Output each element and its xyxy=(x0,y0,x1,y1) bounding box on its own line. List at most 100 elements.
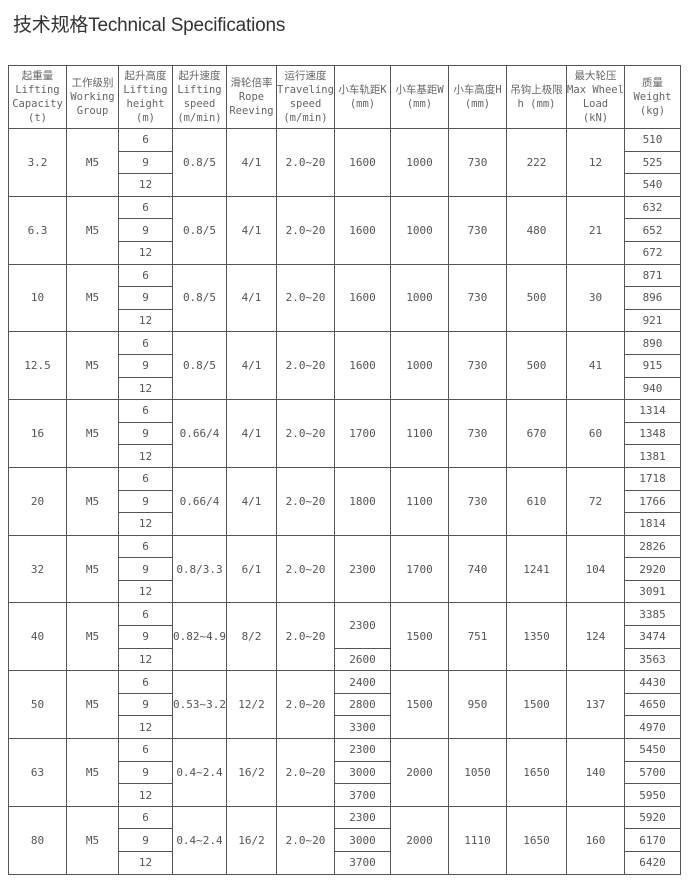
lifting-height-cell: 6 xyxy=(118,602,173,627)
column-header-line: (m/min) xyxy=(177,112,222,124)
trolley-gauge-k-cell: 2300 xyxy=(334,805,391,830)
column-header: 小车基距W (mm) xyxy=(390,65,449,129)
table-row: 12 1814 xyxy=(9,512,681,536)
max-wheel-load-cell: 124 xyxy=(566,602,625,672)
lifting-height-cell: 9 xyxy=(118,353,173,378)
trolley-gauge-k-cell: 2300 xyxy=(334,738,391,762)
rope-reeving-cell: 6/1 xyxy=(226,534,277,604)
trolley-wheelbase-w-cell: 1100 xyxy=(390,399,449,468)
weight-cell: 4970 xyxy=(624,715,681,740)
lifting-height-cell: 6 xyxy=(118,466,173,491)
column-header: 质量 Weight (kg) xyxy=(624,65,681,129)
hook-upper-limit-cell: 1241 xyxy=(506,534,567,604)
lifting-speed-cell: 0.8/5 xyxy=(172,128,227,197)
weight-cell: 3091 xyxy=(624,579,681,604)
column-header-line: 质量 xyxy=(642,77,663,89)
table-row: 40 M5 6 0.82~4.9 8/2 2.0~20 2300 1500 751 1350 124… xyxy=(8,602,681,672)
trolley-gauge-k-cell: 1600 xyxy=(334,128,391,197)
weight-cell: 3385 xyxy=(624,602,681,627)
trolley-wheelbase-w-cell: 1000 xyxy=(390,263,449,333)
weight-cell: 2920 xyxy=(624,557,681,581)
lifting-height-cell: 12 xyxy=(118,173,173,197)
lifting-capacity-cell: 32 xyxy=(8,534,67,604)
weight-cell: 1381 xyxy=(624,444,681,468)
weight-cell: 6170 xyxy=(624,828,681,852)
table-row: 12 3091 xyxy=(9,579,681,604)
hook-upper-limit-cell: 670 xyxy=(506,399,567,468)
lifting-height-cell: 6 xyxy=(118,195,173,220)
hook-upper-limit-cell: 500 xyxy=(506,331,567,401)
traveling-speed-cell: 2.0~20 xyxy=(276,534,335,604)
weight-cell: 4430 xyxy=(624,670,681,694)
weight-cell: 940 xyxy=(624,376,681,401)
table-row: 9 2800 4650 xyxy=(9,692,681,717)
column-header: 起重量 Lifting Capacity (t) xyxy=(8,65,67,129)
specifications-table: 起重量 Lifting Capacity (t) 工作级别 Working Group 起升高… xyxy=(8,65,681,875)
column-header-line: Rope xyxy=(238,91,265,103)
weight-cell: 3563 xyxy=(624,647,681,672)
page-title: 技术规格Technical Specifications xyxy=(13,15,286,36)
lifting-height-cell: 12 xyxy=(118,240,173,265)
max-wheel-load-cell: 137 xyxy=(566,670,625,740)
table-row: 12 3700 5950 xyxy=(9,783,681,807)
trolley-height-h-cell: 950 xyxy=(448,670,507,740)
column-header-line: (m) xyxy=(136,112,155,124)
trolley-wheelbase-w-cell: 1000 xyxy=(390,195,449,265)
column-header-line: Capacity xyxy=(12,98,63,110)
table-row: 12 940 xyxy=(9,376,681,401)
column-header-line: 工作级别 xyxy=(71,77,114,89)
rope-reeving-cell: 4/1 xyxy=(226,128,277,197)
lifting-capacity-cell: 3.2 xyxy=(8,128,67,197)
trolley-gauge-k-cell: 3700 xyxy=(334,851,391,875)
lifting-height-cell: 9 xyxy=(118,828,173,852)
weight-cell: 6420 xyxy=(624,851,681,875)
rope-reeving-cell: 4/1 xyxy=(226,399,277,468)
lifting-capacity-cell: 40 xyxy=(8,602,67,672)
lifting-height-cell: 9 xyxy=(118,625,173,649)
max-wheel-load-cell: 21 xyxy=(566,195,625,265)
trolley-gauge-k-cell: 2300 xyxy=(334,602,391,649)
lifting-capacity-cell: 6.3 xyxy=(8,195,67,265)
working-group-cell: M5 xyxy=(66,399,119,468)
weight-cell: 652 xyxy=(624,218,681,242)
column-header: 小车高度H (mm) xyxy=(448,65,507,129)
table-row: 12.5 M5 6 0.8/5 4/1 2.0~20 1600 1000 730 500 41 890 xyxy=(8,331,681,401)
column-header-line: (mm) xyxy=(349,98,376,110)
column-header-line: Lifting xyxy=(123,84,168,96)
table-row: 16 M5 6 0.66/4 4/1 2.0~20 1700 1100 730 670 60 1314 xyxy=(8,399,681,468)
lifting-speed-cell: 0.53~3.2 xyxy=(172,670,227,740)
trolley-gauge-k-cell: 2300 xyxy=(334,534,391,604)
max-wheel-load-cell: 72 xyxy=(566,466,625,536)
column-header-line: Max Wheel xyxy=(567,84,624,96)
lifting-height-cell: 9 xyxy=(118,421,173,446)
weight-cell: 4650 xyxy=(624,692,681,717)
weight-cell: 1314 xyxy=(624,399,681,423)
table-row: 12 2600 3563 xyxy=(9,647,681,672)
weight-cell: 5450 xyxy=(624,738,681,762)
weight-cell: 871 xyxy=(624,263,681,288)
trolley-height-h-cell: 730 xyxy=(448,331,507,401)
trolley-gauge-k-cell: 3000 xyxy=(334,760,391,785)
trolley-gauge-k-cell: 2600 xyxy=(334,647,391,672)
column-header-line: (m/min) xyxy=(283,112,328,124)
table-row: 50 M5 6 0.53~3.2 12/2 2.0~20 2400 1500 950 1500 13… xyxy=(8,670,681,740)
weight-cell: 540 xyxy=(624,173,681,197)
trolley-height-h-cell: 740 xyxy=(448,534,507,604)
rope-reeving-cell: 16/2 xyxy=(226,805,277,875)
max-wheel-load-cell: 12 xyxy=(566,128,625,197)
header-row: 起重量 Lifting Capacity (t) 工作级别 Working Group 起升高… xyxy=(8,65,681,129)
max-wheel-load-cell: 140 xyxy=(566,738,625,807)
table-row: 12 921 xyxy=(9,308,681,333)
column-header-line: 起升高度 xyxy=(124,70,167,82)
lifting-height-cell: 12 xyxy=(118,308,173,333)
hook-upper-limit-cell: 610 xyxy=(506,466,567,536)
column-header-line: Group xyxy=(76,105,109,117)
rope-reeving-cell: 4/1 xyxy=(226,195,277,265)
rope-reeving-cell: 8/2 xyxy=(226,602,277,672)
lifting-speed-cell: 0.8/5 xyxy=(172,263,227,333)
working-group-cell: M5 xyxy=(66,805,119,875)
column-header: 工作级别 Working Group xyxy=(66,65,119,129)
column-header-line: 起重量 xyxy=(21,70,54,82)
table-row: 63 M5 6 0.4~2.4 16/2 2.0~20 2300 2000 1050 1650 14… xyxy=(8,738,681,807)
lifting-speed-cell: 0.82~4.9 xyxy=(172,602,227,672)
